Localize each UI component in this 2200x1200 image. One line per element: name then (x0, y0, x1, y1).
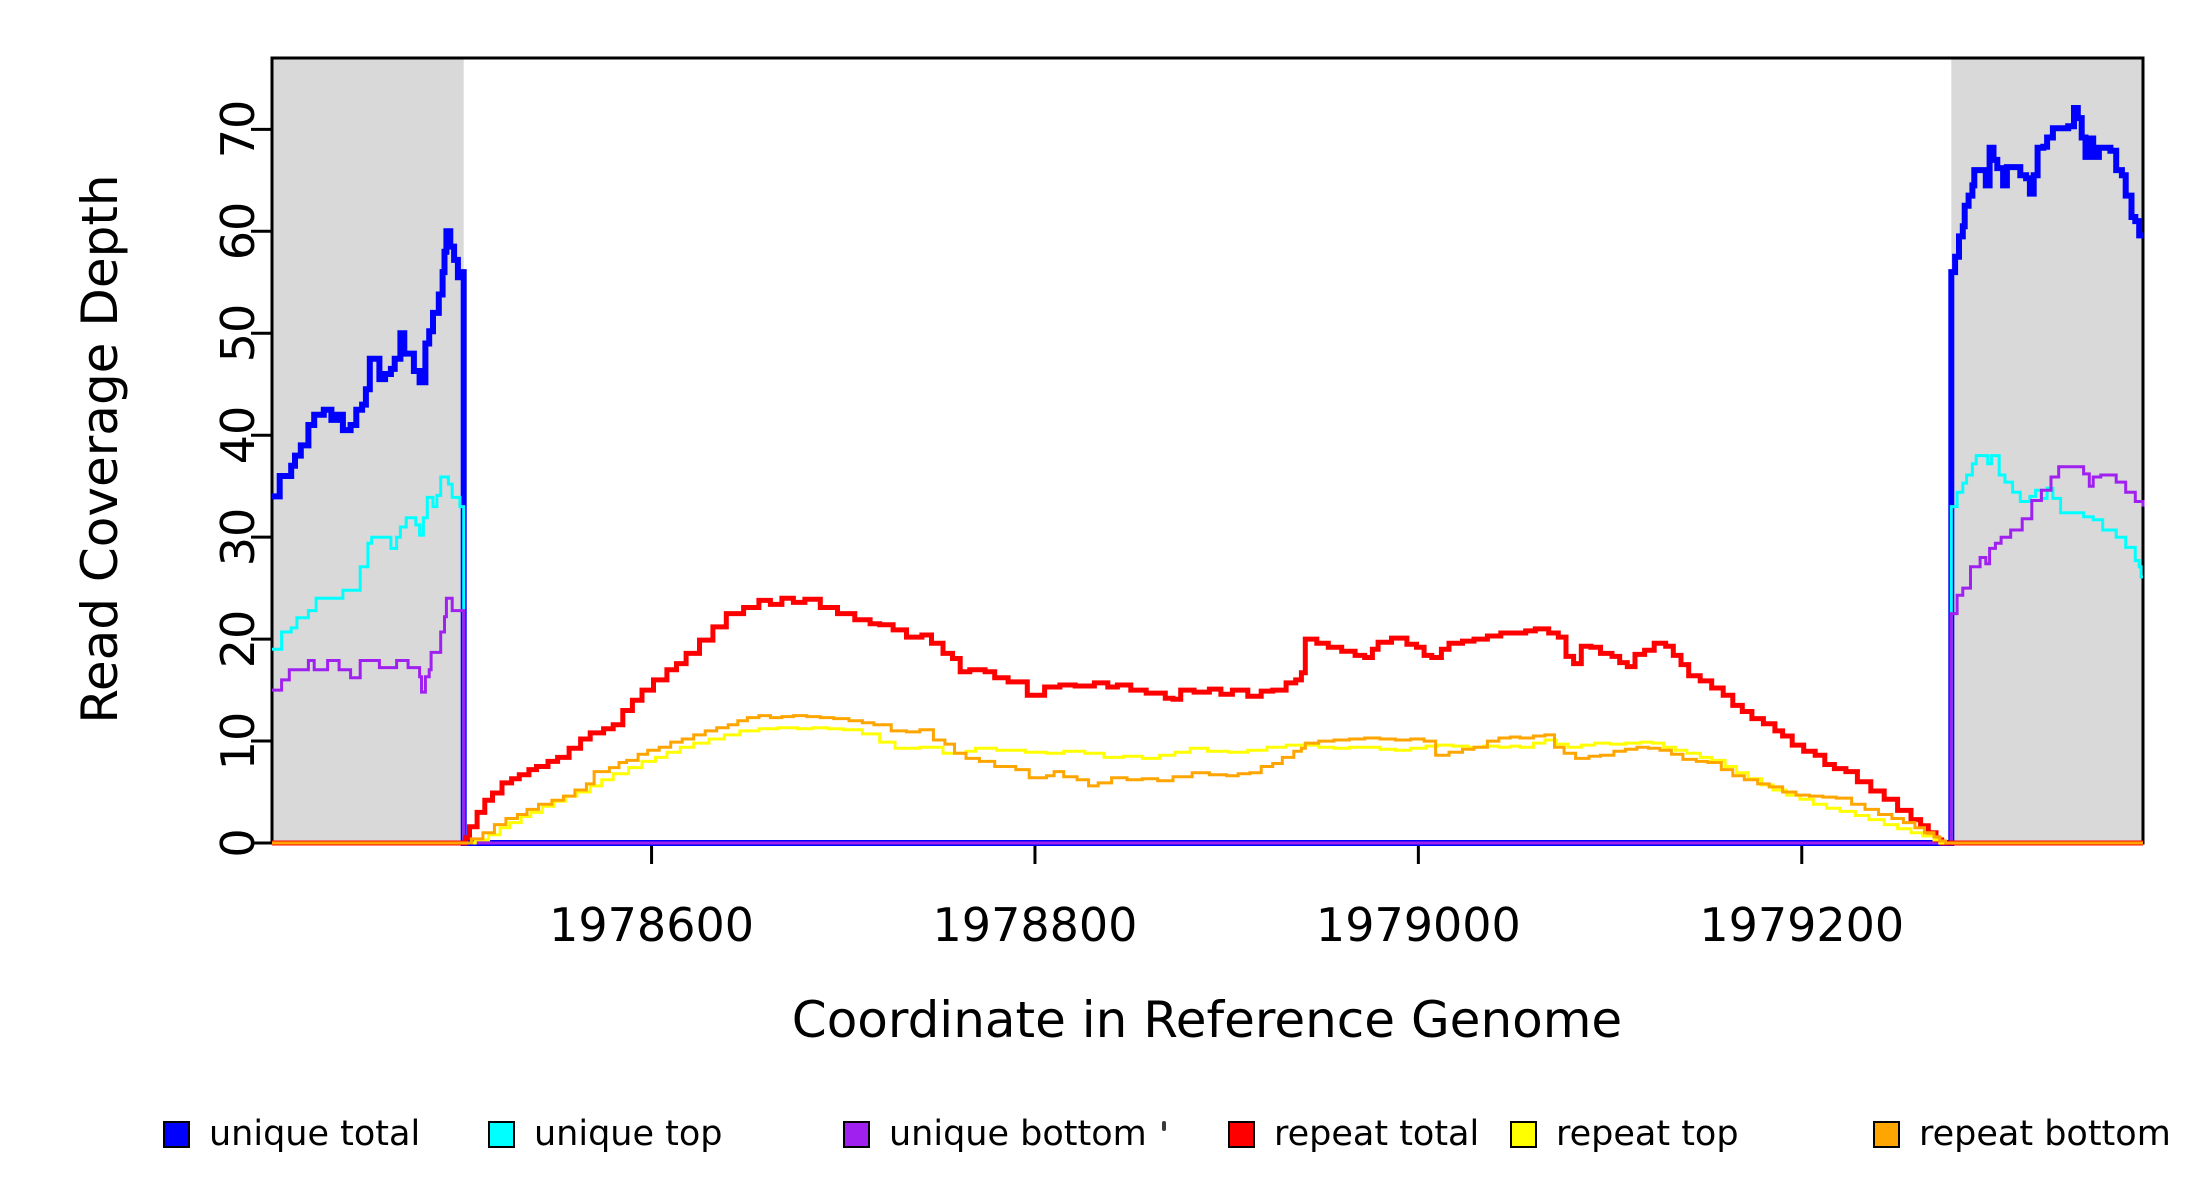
shaded-flank-region (1951, 58, 2143, 843)
legend-swatch-icon (843, 1121, 870, 1148)
series-unique-top (272, 454, 2143, 845)
y-tick-label: 60 (211, 202, 265, 261)
legend-label: unique total (209, 1114, 421, 1154)
series-repeat-top (272, 726, 2143, 845)
legend-item: repeat bottom (1873, 1117, 2171, 1152)
legend-swatch-icon (163, 1121, 190, 1148)
legend-swatch-icon (1510, 1121, 1537, 1148)
series-unique-bottom (272, 465, 2145, 845)
series-repeat-bottom (272, 714, 2143, 845)
y-tick-label: 20 (211, 609, 265, 669)
legend-swatch-icon (1228, 1121, 1255, 1148)
y-tick-label: 30 (211, 507, 265, 567)
x-tick-label: 1978800 (932, 898, 1138, 952)
y-tick-label: 0 (211, 828, 265, 858)
legend-label: repeat total (1274, 1114, 1480, 1154)
series-repeat-total (272, 595, 2143, 846)
y-axis-title: Read Coverage Depth (71, 174, 129, 724)
legend-item: unique total (163, 1117, 420, 1152)
x-axis-title: Coordinate in Reference Genome (791, 991, 1623, 1049)
legend-item: repeat total (1228, 1117, 1479, 1152)
legend-label: unique bottom (889, 1114, 1147, 1154)
x-tick-label: 1979200 (1699, 898, 1905, 952)
legend-label: repeat top (1556, 1114, 1739, 1154)
legend-swatch-icon (488, 1121, 515, 1148)
x-tick-label: 1978600 (549, 898, 754, 952)
shaded-flank-region (272, 58, 464, 843)
plot-border (270, 56, 2145, 845)
y-tick-label: 70 (211, 100, 265, 159)
legend-item: unique bottom (843, 1117, 1147, 1152)
stray-mark-icon (1162, 1121, 1166, 1131)
legend-label: repeat bottom (1919, 1114, 2171, 1154)
legend-swatch-icon (1873, 1121, 1900, 1148)
legend-label: unique top (534, 1114, 723, 1154)
x-tick-label: 1979000 (1315, 898, 1521, 952)
legend-item: repeat top (1510, 1117, 1739, 1152)
series-unique-total (272, 105, 2143, 846)
y-tick-label: 10 (211, 711, 265, 771)
y-tick-label: 50 (211, 303, 265, 363)
legend-item: unique top (488, 1117, 723, 1152)
y-tick-label: 40 (211, 405, 265, 465)
